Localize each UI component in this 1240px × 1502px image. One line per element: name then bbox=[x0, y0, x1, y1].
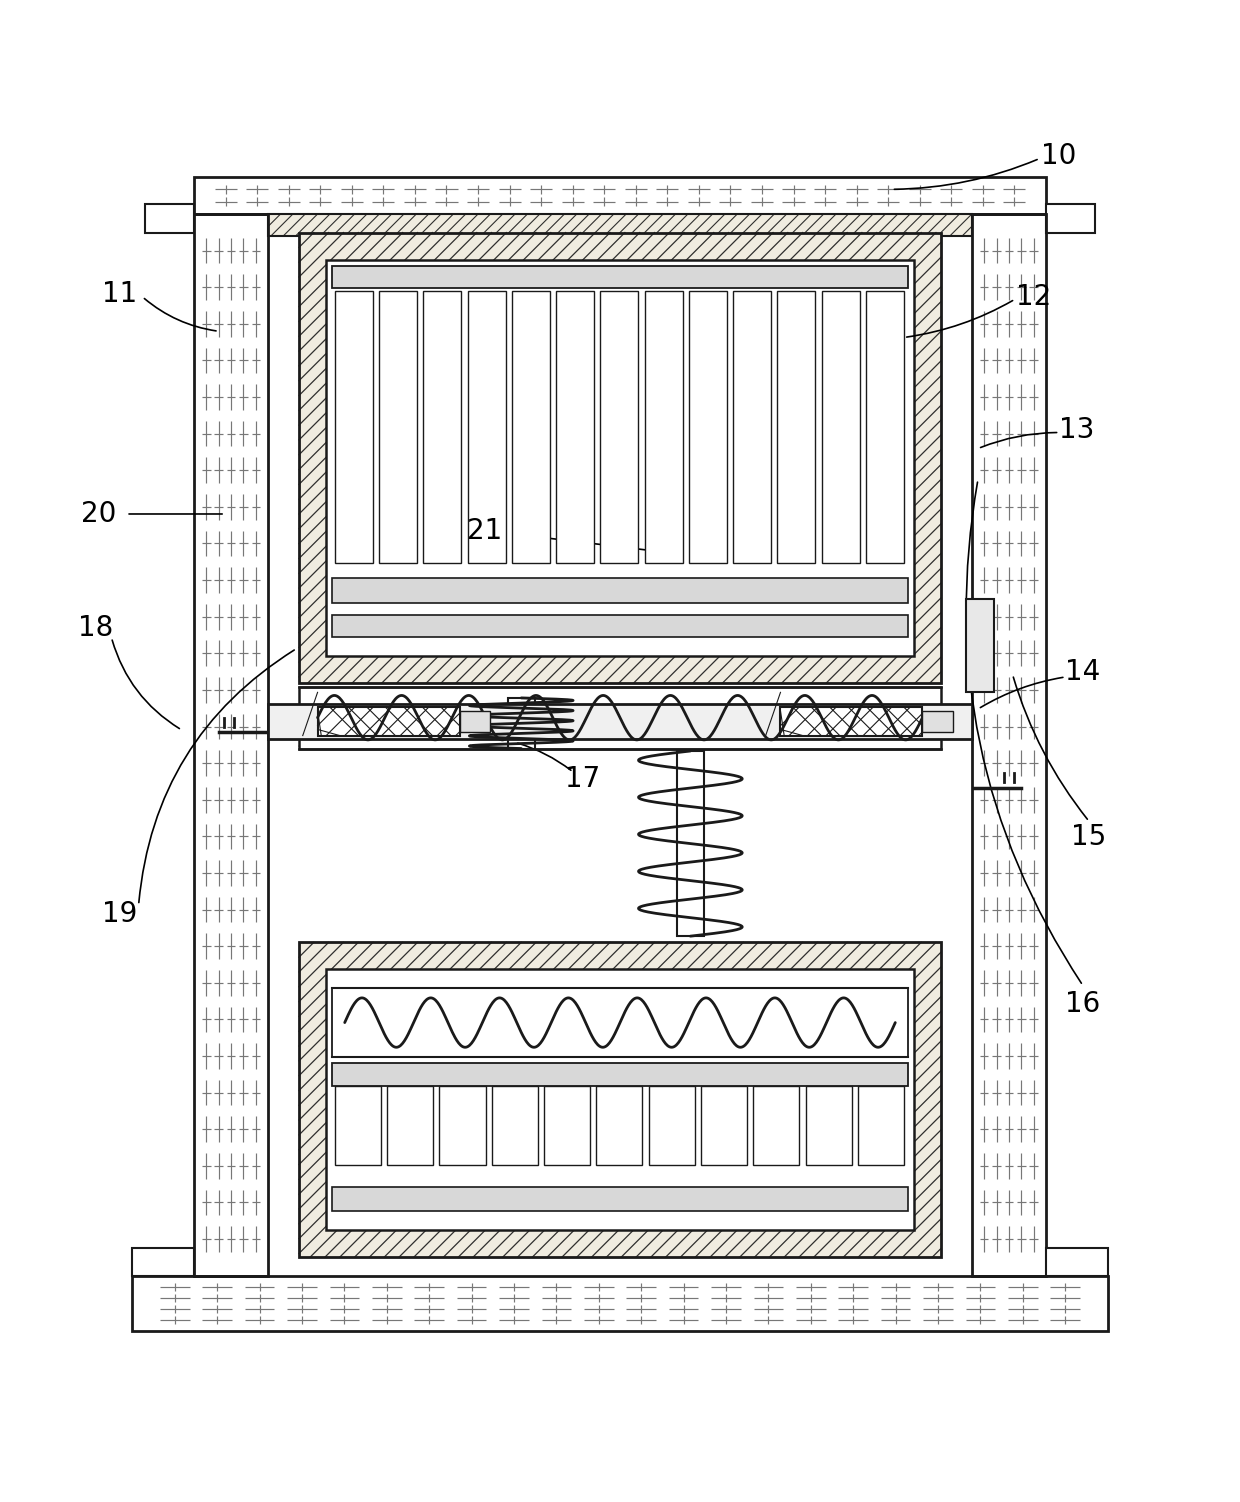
Bar bbox=[972, 213, 1045, 1275]
Bar bbox=[299, 942, 941, 1257]
Bar bbox=[600, 290, 639, 563]
Bar bbox=[645, 290, 683, 563]
Bar bbox=[733, 290, 771, 563]
Bar bbox=[1045, 1248, 1107, 1275]
Bar bbox=[512, 290, 549, 563]
Bar bbox=[332, 1063, 908, 1086]
Bar bbox=[326, 969, 914, 1230]
Bar bbox=[439, 1086, 486, 1164]
Bar bbox=[299, 686, 941, 748]
Text: 16: 16 bbox=[1065, 990, 1101, 1018]
Bar bbox=[299, 233, 941, 683]
Bar bbox=[268, 213, 972, 236]
Bar bbox=[332, 266, 908, 288]
Bar bbox=[379, 290, 417, 563]
Bar bbox=[966, 599, 994, 692]
Text: 19: 19 bbox=[103, 900, 138, 928]
Bar bbox=[145, 204, 195, 233]
Bar bbox=[195, 213, 268, 1275]
Bar bbox=[467, 290, 506, 563]
Bar bbox=[1045, 204, 1095, 233]
Text: 14: 14 bbox=[1065, 658, 1101, 686]
Bar bbox=[822, 290, 859, 563]
Bar bbox=[866, 290, 904, 563]
Bar bbox=[332, 578, 908, 602]
Bar bbox=[649, 1086, 694, 1164]
Bar bbox=[332, 1042, 908, 1057]
Bar bbox=[299, 733, 941, 748]
Bar bbox=[332, 1187, 908, 1212]
Bar bbox=[335, 290, 373, 563]
Bar bbox=[332, 616, 908, 637]
Bar bbox=[556, 290, 594, 563]
Bar bbox=[507, 698, 534, 748]
Bar bbox=[133, 1275, 1107, 1331]
Text: 18: 18 bbox=[78, 613, 113, 641]
Text: 20: 20 bbox=[82, 500, 117, 529]
Bar bbox=[858, 1086, 904, 1164]
Text: 15: 15 bbox=[1071, 823, 1107, 852]
Bar bbox=[335, 1086, 381, 1164]
Text: 21: 21 bbox=[466, 517, 502, 545]
Bar bbox=[806, 1086, 852, 1164]
Bar bbox=[544, 1086, 590, 1164]
Bar bbox=[133, 1248, 195, 1275]
Text: 12: 12 bbox=[1016, 282, 1052, 311]
Text: 13: 13 bbox=[1059, 416, 1095, 445]
Bar bbox=[387, 1086, 433, 1164]
Bar bbox=[753, 1086, 800, 1164]
Bar bbox=[689, 290, 727, 563]
Text: 11: 11 bbox=[103, 281, 138, 308]
Bar bbox=[701, 1086, 746, 1164]
Bar bbox=[423, 290, 461, 563]
Bar bbox=[268, 704, 972, 739]
Bar bbox=[777, 290, 816, 563]
Bar bbox=[596, 1086, 642, 1164]
Bar bbox=[326, 260, 914, 656]
Text: 17: 17 bbox=[565, 766, 600, 793]
Bar bbox=[923, 710, 954, 731]
Bar bbox=[195, 177, 1045, 213]
Bar bbox=[460, 710, 490, 731]
Bar bbox=[492, 1086, 538, 1164]
Text: 10: 10 bbox=[1040, 143, 1076, 170]
Bar bbox=[332, 988, 908, 1057]
Bar bbox=[677, 751, 704, 936]
Bar bbox=[317, 707, 460, 736]
Bar bbox=[780, 707, 923, 736]
